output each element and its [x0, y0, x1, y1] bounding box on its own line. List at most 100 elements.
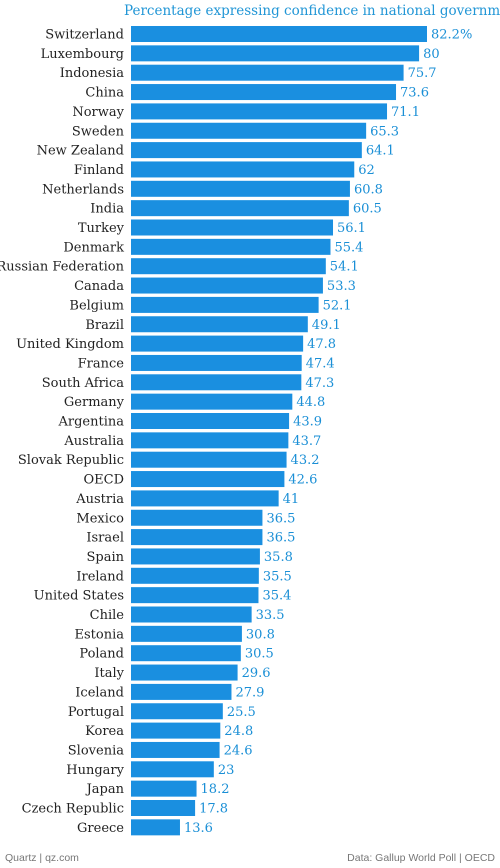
- bar-luxembourg: [131, 45, 420, 62]
- category-label-czech-republic: Czech Republic: [22, 802, 124, 817]
- bar-denmark: [131, 238, 331, 255]
- value-label-slovak-republic: 43.2: [291, 453, 320, 468]
- value-label-australia: 43.7: [292, 434, 321, 449]
- value-label-argentina: 43.9: [293, 415, 322, 430]
- value-label-belgium: 52.1: [323, 298, 352, 313]
- bar-switzerland: [131, 26, 427, 42]
- bar-australia: [131, 432, 289, 449]
- bar-germany: [131, 393, 293, 410]
- value-label-portugal: 25.5: [227, 705, 256, 720]
- category-label-hungary: Hungary: [66, 763, 124, 778]
- bar-belgium: [131, 296, 319, 313]
- bar-russian-federation: [131, 258, 326, 275]
- value-label-brazil: 49.1: [312, 318, 341, 333]
- value-label-slovenia: 24.6: [224, 743, 253, 758]
- value-label-finland: 62: [358, 163, 375, 178]
- bar-canada: [131, 277, 323, 294]
- bar-estonia: [131, 625, 242, 642]
- value-label-poland: 30.5: [245, 647, 274, 662]
- value-label-japan: 18.2: [201, 782, 230, 797]
- value-label-chile: 33.5: [256, 608, 285, 623]
- value-label-iceland: 27.9: [235, 685, 264, 700]
- footer-source-left: Quartz | qz.com: [5, 852, 79, 864]
- bar-indonesia: [131, 64, 404, 81]
- category-label-austria: Austria: [75, 492, 124, 507]
- bar-south-africa: [131, 374, 302, 391]
- value-label-india: 60.5: [353, 202, 382, 217]
- bar-austria: [131, 490, 279, 507]
- category-label-israel: Israel: [86, 531, 124, 546]
- category-label-denmark: Denmark: [63, 240, 124, 255]
- category-label-belgium: Belgium: [69, 298, 124, 313]
- value-label-austria: 41: [283, 492, 300, 507]
- value-label-turkey: 56.1: [337, 221, 366, 236]
- value-label-france: 47.4: [306, 356, 335, 371]
- category-label-united-kingdom: United Kingdom: [16, 337, 124, 352]
- category-label-korea: Korea: [85, 724, 124, 739]
- category-label-china: China: [85, 86, 124, 101]
- bar-brazil: [131, 316, 308, 333]
- bar-sweden: [131, 122, 367, 139]
- bar-finland: [131, 161, 355, 178]
- value-label-united-kingdom: 47.8: [307, 337, 336, 352]
- category-label-poland: Poland: [79, 647, 124, 662]
- category-label-france: France: [78, 356, 125, 371]
- bar-hungary: [131, 761, 214, 778]
- bar-chile: [131, 606, 252, 623]
- category-label-netherlands: Netherlands: [42, 182, 124, 197]
- category-label-australia: Australia: [63, 434, 124, 449]
- category-label-sweden: Sweden: [72, 124, 125, 139]
- category-label-canada: Canada: [74, 279, 124, 294]
- value-label-ireland: 35.5: [263, 569, 292, 584]
- bar-norway: [131, 103, 388, 120]
- value-label-oecd: 42.6: [288, 473, 317, 488]
- value-label-korea: 24.8: [224, 724, 253, 739]
- category-label-japan: Japan: [85, 782, 125, 797]
- bar-korea: [131, 722, 221, 739]
- value-label-denmark: 55.4: [334, 240, 363, 255]
- value-label-indonesia: 75.7: [408, 66, 437, 81]
- category-label-oecd: OECD: [83, 473, 124, 488]
- bar-czech-republic: [131, 800, 196, 816]
- category-label-greece: Greece: [77, 821, 124, 836]
- value-label-china: 73.6: [400, 86, 429, 101]
- bar-portugal: [131, 703, 223, 720]
- bar-italy: [131, 664, 238, 681]
- bar-oecd: [131, 471, 285, 488]
- value-label-south-africa: 47.3: [305, 376, 334, 391]
- value-label-russian-federation: 54.1: [330, 260, 359, 275]
- category-label-russian-federation: Russian Federation: [0, 260, 125, 275]
- category-label-italy: Italy: [94, 666, 124, 681]
- value-label-united-states: 35.4: [262, 589, 291, 604]
- category-label-brazil: Brazil: [85, 318, 124, 333]
- category-label-turkey: Turkey: [78, 221, 125, 236]
- value-label-germany: 44.8: [296, 395, 325, 410]
- category-label-norway: Norway: [72, 105, 124, 120]
- value-label-estonia: 30.8: [246, 627, 275, 642]
- category-label-ireland: Ireland: [76, 569, 124, 584]
- bar-spain: [131, 548, 260, 565]
- value-label-italy: 29.6: [242, 666, 271, 681]
- bar-israel: [131, 529, 263, 546]
- bar-china: [131, 84, 397, 101]
- category-label-iceland: Iceland: [75, 685, 124, 700]
- bar-netherlands: [131, 180, 350, 197]
- category-label-slovak-republic: Slovak Republic: [18, 453, 124, 468]
- category-label-germany: Germany: [64, 395, 125, 410]
- bar-united-states: [131, 587, 259, 604]
- bar-new-zealand: [131, 142, 362, 159]
- category-label-portugal: Portugal: [68, 705, 124, 720]
- category-label-switzerland: Switzerland: [45, 28, 124, 43]
- category-label-chile: Chile: [90, 608, 125, 623]
- bar-iceland: [131, 683, 232, 700]
- bar-poland: [131, 645, 241, 662]
- value-label-hungary: 23: [218, 763, 235, 778]
- value-label-new-zealand: 64.1: [366, 144, 395, 159]
- value-label-czech-republic: 17.8: [199, 802, 228, 817]
- bar-japan: [131, 780, 197, 797]
- value-label-switzerland: 82.2%: [431, 28, 472, 43]
- footer-source-right: Data: Gallup World Poll | OECD: [347, 852, 495, 864]
- value-label-norway: 71.1: [391, 105, 420, 120]
- value-label-sweden: 65.3: [370, 124, 399, 139]
- bar-slovak-republic: [131, 451, 287, 468]
